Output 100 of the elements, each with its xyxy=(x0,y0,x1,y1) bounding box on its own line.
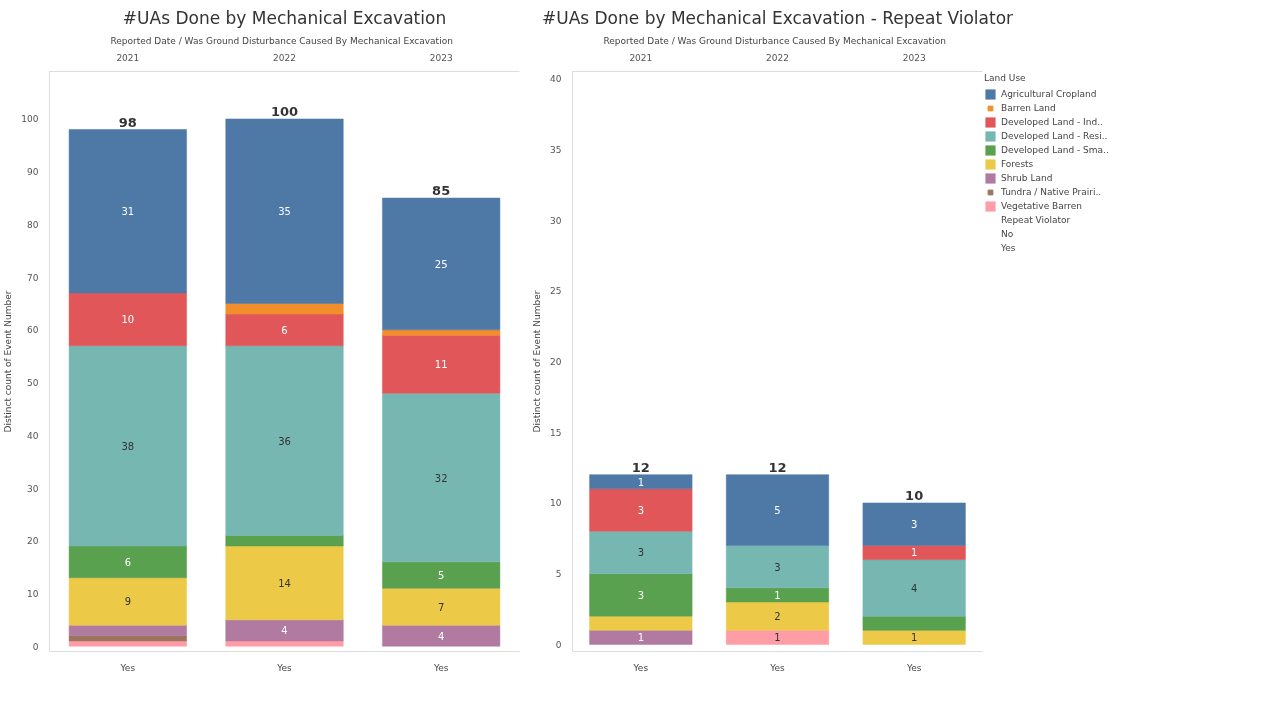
bar xyxy=(726,587,829,603)
legend-label: Tundra / Native Prairi.. xyxy=(1001,186,1102,198)
text: Yes xyxy=(632,662,649,673)
text: Yes xyxy=(905,662,922,673)
bar xyxy=(589,488,693,532)
bar xyxy=(68,624,187,636)
bar xyxy=(382,197,501,331)
y-tick-label: 70 xyxy=(27,272,39,283)
bar xyxy=(726,630,829,645)
y-tick-label: 40 xyxy=(27,430,39,441)
text: Yes xyxy=(1001,242,1017,254)
legend-label: Barren Land xyxy=(1001,102,1056,114)
bar xyxy=(589,630,693,645)
data-label: 38 xyxy=(121,440,135,452)
y-tick-label: 10 xyxy=(27,589,39,599)
y-tick-label: 50 xyxy=(27,378,39,389)
data-label: 14 xyxy=(278,577,291,589)
bar xyxy=(225,545,344,621)
bar xyxy=(862,502,966,546)
data-label: 1 xyxy=(910,632,918,644)
bar xyxy=(68,545,187,578)
bar xyxy=(726,545,829,589)
y-axis-title: Distinct count of Event Number xyxy=(3,290,14,433)
x-tick-label: 2022 xyxy=(766,52,789,63)
legend-label: Developed Land - Sma.. xyxy=(1001,144,1109,156)
y-tick-label: 90 xyxy=(27,167,39,178)
legend-label: Forests xyxy=(1001,158,1034,170)
y-tick-label: 35 xyxy=(550,144,562,155)
y-tick-label: 20 xyxy=(27,536,39,547)
bar xyxy=(589,474,693,490)
bar xyxy=(726,601,829,631)
legend-label: Developed Land - Ind.. xyxy=(1001,116,1103,128)
data-label: 1 xyxy=(637,632,645,644)
data-label: 3 xyxy=(910,519,918,531)
data-label: 5 xyxy=(437,570,445,582)
bar xyxy=(225,313,344,346)
data-label: 31 xyxy=(121,206,135,218)
bar xyxy=(68,635,187,642)
bar xyxy=(589,573,693,617)
y-tick-label: 0 xyxy=(32,641,39,652)
data-label: 35 xyxy=(278,206,291,218)
bar xyxy=(862,559,966,617)
y-tick-label: 30 xyxy=(550,215,562,226)
y-tick-label: 30 xyxy=(27,483,39,494)
legend-label: Agricultural Cropland xyxy=(1001,88,1097,100)
x-axis-title: Reported Date / Was Ground Disturbance Caused By Mechanical Excavation xyxy=(110,35,453,46)
bar xyxy=(68,577,187,626)
x-tick-label: 2022 xyxy=(273,52,296,63)
total-label: 85 xyxy=(432,183,451,199)
data-label: 36 xyxy=(278,435,291,447)
data-label: 9 xyxy=(124,596,132,608)
y-tick-label: 0 xyxy=(555,639,562,650)
bar xyxy=(68,292,187,346)
y-tick-label: 100 xyxy=(21,114,39,125)
legend-label: Developed Land - Resi.. xyxy=(1001,130,1108,142)
data-label: 3 xyxy=(637,505,645,517)
data-label: 5 xyxy=(774,505,781,517)
legend-label: Vegetative Barren xyxy=(1001,200,1083,212)
data-label: 7 xyxy=(437,601,445,613)
bar xyxy=(68,345,187,547)
data-label: 1 xyxy=(774,589,781,601)
x-tick-label: 2023 xyxy=(429,52,453,63)
data-label: 32 xyxy=(434,472,448,484)
y-tick-label: 80 xyxy=(27,219,39,230)
text: Yes xyxy=(119,662,136,673)
data-label: 3 xyxy=(774,561,781,573)
bar xyxy=(589,531,693,574)
y-tick-label: 60 xyxy=(27,325,39,336)
bar xyxy=(862,630,966,645)
bar xyxy=(225,118,344,304)
data-label: 4 xyxy=(281,625,288,637)
bar xyxy=(382,334,501,394)
total-label: 98 xyxy=(118,114,137,130)
text: Yes xyxy=(769,662,786,673)
x-tick-label: 2023 xyxy=(902,52,926,63)
bar xyxy=(68,129,187,294)
chart-title: #UAs Done by Mechanical Excavation - Repeat Violator xyxy=(541,7,1014,28)
data-label: 4 xyxy=(437,630,445,642)
bar xyxy=(862,545,966,560)
x-axis-title: Reported Date / Was Ground Disturbance Caused By Mechanical Excavation xyxy=(603,35,946,46)
y-tick-label: 15 xyxy=(550,427,562,438)
data-label: 1 xyxy=(774,632,781,644)
total-label: 10 xyxy=(905,487,924,503)
bar xyxy=(382,587,501,626)
data-label: 25 xyxy=(434,258,448,270)
data-label: 1 xyxy=(910,547,918,559)
total-label: 12 xyxy=(631,459,650,475)
legend-title: Land Use xyxy=(984,73,1027,83)
y-tick-label: 20 xyxy=(550,357,562,367)
total-label: 100 xyxy=(270,103,299,119)
bar xyxy=(382,561,501,589)
bar xyxy=(862,615,966,631)
legend-label: Shrub Land xyxy=(1001,172,1053,184)
text: Yes xyxy=(432,662,449,673)
data-label: 6 xyxy=(124,556,132,568)
y-axis-title: Distinct count of Event Number xyxy=(532,290,543,433)
y-tick-label: 25 xyxy=(550,286,562,297)
data-label: 6 xyxy=(281,324,288,336)
text: No xyxy=(1001,228,1015,240)
data-label: 1 xyxy=(637,476,645,488)
